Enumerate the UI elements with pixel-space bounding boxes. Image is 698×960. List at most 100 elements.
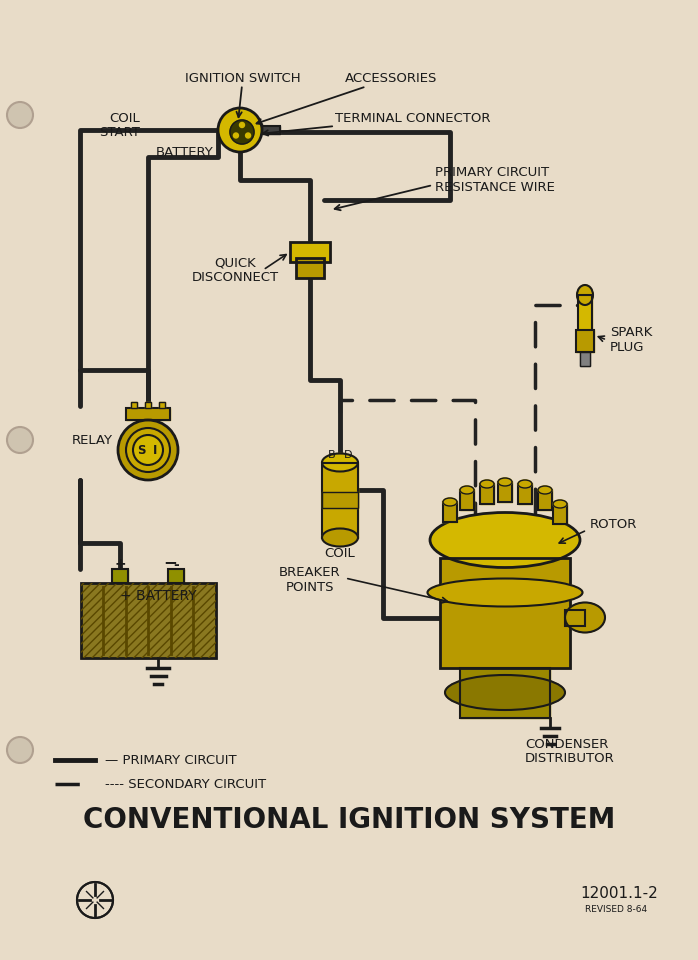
Ellipse shape bbox=[577, 285, 593, 305]
Circle shape bbox=[233, 133, 239, 138]
Text: PRIMARY CIRCUIT
RESISTANCE WIRE: PRIMARY CIRCUIT RESISTANCE WIRE bbox=[435, 166, 555, 194]
Bar bbox=[322, 492, 358, 508]
Bar bbox=[553, 504, 567, 524]
Bar bbox=[460, 667, 550, 717]
Text: ---- SECONDARY CIRCUIT: ---- SECONDARY CIRCUIT bbox=[105, 778, 266, 790]
Bar bbox=[518, 484, 532, 504]
Bar bbox=[159, 402, 165, 408]
Bar bbox=[440, 558, 570, 667]
Bar bbox=[576, 330, 594, 352]
Text: RELAY: RELAY bbox=[72, 434, 113, 446]
Ellipse shape bbox=[445, 675, 565, 710]
Text: COIL: COIL bbox=[110, 111, 140, 125]
Text: — PRIMARY CIRCUIT: — PRIMARY CIRCUIT bbox=[105, 754, 237, 766]
Circle shape bbox=[7, 737, 33, 763]
Text: CONDENSER
DISTRIBUTOR: CONDENSER DISTRIBUTOR bbox=[525, 737, 615, 765]
Ellipse shape bbox=[322, 453, 358, 471]
Bar bbox=[131, 402, 137, 408]
Bar bbox=[290, 242, 330, 262]
Bar bbox=[159, 402, 165, 408]
Bar bbox=[112, 568, 128, 583]
Bar bbox=[565, 610, 585, 626]
Ellipse shape bbox=[443, 498, 457, 506]
Bar bbox=[262, 126, 280, 134]
Bar bbox=[480, 484, 494, 504]
Text: CONVENTIONAL IGNITION SYSTEM: CONVENTIONAL IGNITION SYSTEM bbox=[83, 806, 615, 834]
Bar bbox=[322, 492, 358, 508]
Ellipse shape bbox=[518, 480, 532, 488]
Ellipse shape bbox=[427, 579, 583, 607]
Bar bbox=[580, 352, 590, 366]
Bar bbox=[538, 490, 552, 510]
Text: REVISED 8-64: REVISED 8-64 bbox=[585, 905, 647, 915]
Text: D: D bbox=[343, 449, 352, 460]
Text: ROTOR: ROTOR bbox=[590, 518, 637, 532]
Bar bbox=[443, 502, 457, 522]
Ellipse shape bbox=[322, 529, 358, 546]
Text: 12001.1-2: 12001.1-2 bbox=[580, 885, 658, 900]
Bar bbox=[460, 667, 550, 717]
Text: I: I bbox=[153, 444, 157, 458]
Text: −: − bbox=[163, 554, 177, 571]
Circle shape bbox=[126, 428, 170, 472]
Bar bbox=[168, 568, 184, 583]
Circle shape bbox=[230, 120, 254, 144]
Ellipse shape bbox=[430, 513, 580, 567]
Bar bbox=[80, 583, 216, 658]
Ellipse shape bbox=[553, 500, 567, 508]
Bar bbox=[443, 502, 457, 522]
Bar bbox=[578, 295, 592, 333]
Bar bbox=[580, 352, 590, 366]
Bar bbox=[480, 484, 494, 504]
Circle shape bbox=[133, 435, 163, 465]
Bar bbox=[80, 583, 216, 658]
Bar bbox=[553, 504, 567, 524]
Bar bbox=[296, 258, 324, 278]
Bar bbox=[262, 126, 280, 134]
Text: -: - bbox=[173, 558, 179, 571]
Bar bbox=[440, 558, 570, 667]
Text: BATTERY: BATTERY bbox=[156, 146, 214, 158]
Bar bbox=[538, 490, 552, 510]
Text: +: + bbox=[114, 558, 126, 571]
Text: COIL: COIL bbox=[325, 547, 355, 560]
Bar bbox=[460, 490, 474, 510]
Circle shape bbox=[239, 123, 244, 128]
Text: TERMINAL CONNECTOR: TERMINAL CONNECTOR bbox=[262, 111, 491, 135]
Bar bbox=[145, 402, 151, 408]
Text: QUICK
DISCONNECT: QUICK DISCONNECT bbox=[191, 256, 279, 284]
Bar bbox=[578, 295, 592, 333]
Bar bbox=[131, 402, 137, 408]
Bar bbox=[145, 402, 151, 408]
Bar bbox=[322, 463, 358, 538]
Text: START: START bbox=[99, 126, 140, 138]
Text: SPARK
PLUG: SPARK PLUG bbox=[610, 326, 653, 354]
Circle shape bbox=[246, 133, 251, 138]
Circle shape bbox=[118, 420, 178, 480]
Text: ACCESSORIES: ACCESSORIES bbox=[257, 71, 438, 124]
Ellipse shape bbox=[460, 486, 474, 494]
Text: IGNITION SWITCH: IGNITION SWITCH bbox=[185, 71, 301, 117]
Bar bbox=[498, 482, 512, 502]
Bar bbox=[290, 242, 330, 262]
Text: BREAKER
POINTS: BREAKER POINTS bbox=[279, 566, 341, 594]
Text: + BATTERY: + BATTERY bbox=[120, 589, 197, 603]
Bar bbox=[80, 583, 216, 658]
Circle shape bbox=[7, 102, 33, 128]
Bar bbox=[498, 482, 512, 502]
Ellipse shape bbox=[498, 478, 512, 486]
Circle shape bbox=[218, 108, 262, 152]
Bar bbox=[126, 408, 170, 420]
Bar bbox=[112, 568, 128, 583]
Bar bbox=[518, 484, 532, 504]
Bar bbox=[322, 463, 358, 538]
Text: B: B bbox=[328, 449, 336, 460]
Text: S: S bbox=[137, 444, 145, 458]
Circle shape bbox=[7, 427, 33, 453]
Bar bbox=[296, 258, 324, 278]
Ellipse shape bbox=[480, 480, 494, 488]
Bar bbox=[460, 490, 474, 510]
Ellipse shape bbox=[565, 603, 605, 633]
Bar bbox=[565, 610, 585, 626]
Ellipse shape bbox=[538, 486, 552, 494]
